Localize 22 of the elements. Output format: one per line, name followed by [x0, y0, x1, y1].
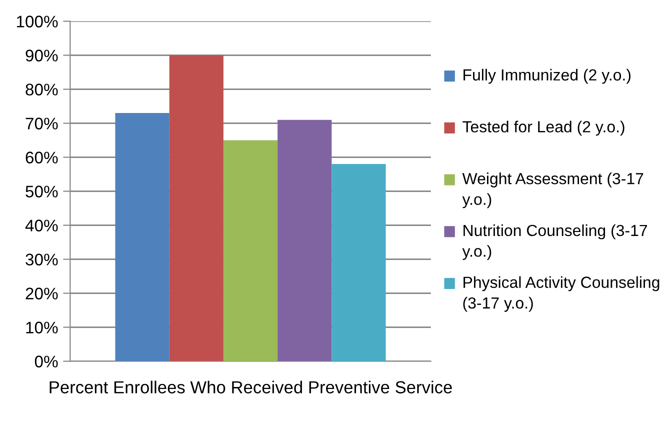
y-tick-label: 40%: [25, 220, 58, 232]
legend-label: Nutrition Counseling (3-17 y.o.): [462, 224, 648, 260]
legend-label: Tested for Lead (2 y.o.): [462, 120, 624, 136]
legend-label: Fully Immunized (2 y.o.): [464, 68, 630, 84]
bar: [278, 120, 332, 362]
bar: [169, 55, 224, 362]
y-tick-label: 90%: [26, 50, 58, 62]
y-tick-label: 100%: [16, 16, 58, 28]
y-tick-label: 80%: [26, 84, 58, 96]
x-tick-label: Percent Enrollees Who Received Preventive Service: [50, 380, 452, 394]
bar: [115, 113, 170, 362]
y-tick-label: 60%: [26, 152, 58, 164]
y-tick-label: 30%: [26, 254, 58, 266]
legend-label: Physical Activity Counseling (3-17 y.o.): [463, 276, 660, 312]
bar: [332, 164, 386, 362]
y-tick-label: 0%: [34, 356, 58, 368]
bar: [223, 140, 278, 362]
y-tick-label: 10%: [26, 322, 58, 334]
y-tick-label: 20%: [26, 288, 58, 300]
y-tick-label: 50%: [26, 186, 58, 198]
legend-label: Weight Assessment (3-17 y.o.): [462, 172, 644, 208]
y-tick-label: 70%: [26, 118, 58, 130]
